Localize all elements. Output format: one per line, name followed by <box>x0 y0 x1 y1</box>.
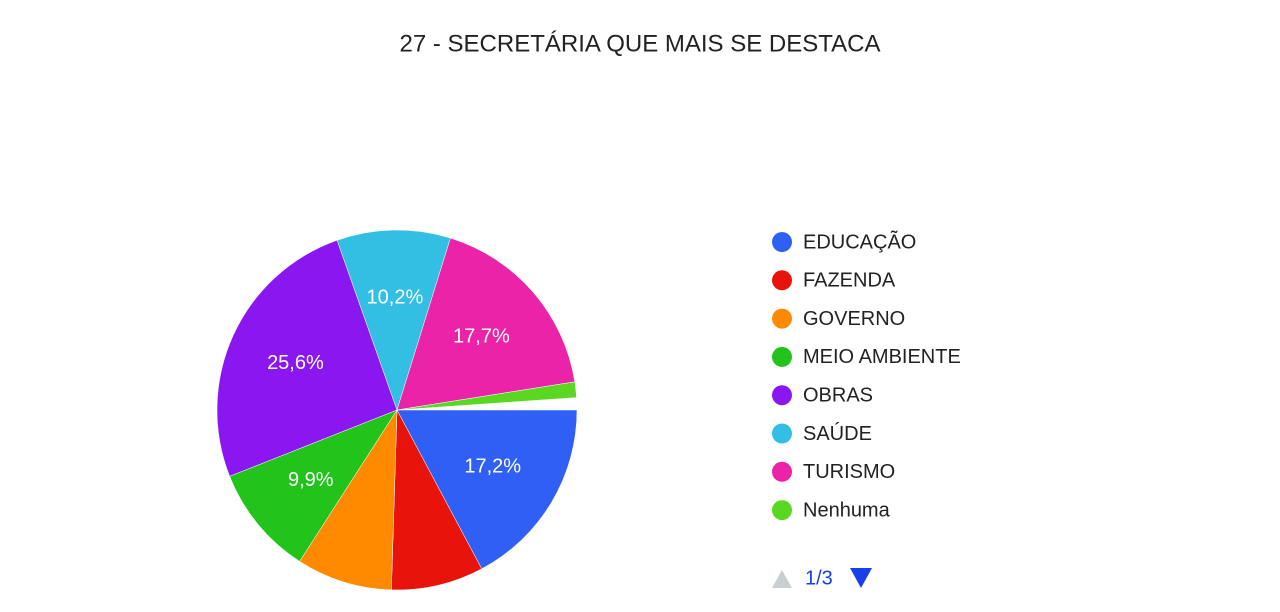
legend-marker <box>772 308 792 329</box>
legend-label: EDUCAÇÃO <box>803 229 916 253</box>
legend-marker <box>772 500 792 521</box>
legend-label: FAZENDA <box>803 270 896 292</box>
legend-marker <box>772 270 792 291</box>
pie-slice <box>216 239 398 477</box>
legend-marker <box>772 346 792 367</box>
pie-slice <box>299 409 398 591</box>
legend-page: 1/3 <box>805 567 833 589</box>
legend-marker <box>772 385 792 406</box>
legend-label: SAÚDE <box>803 422 872 445</box>
legend-label: MEIO AMBIENTE <box>803 346 961 368</box>
pie-slice <box>229 409 398 562</box>
slice-label: 17,7% <box>453 325 510 347</box>
pie-slice <box>336 229 451 411</box>
pie-slice <box>396 409 578 570</box>
chart-title: 27 - SECRETÁRIA QUE MAIS SE DESTACA <box>399 30 880 57</box>
legend-marker <box>772 232 792 252</box>
legend-next[interactable] <box>850 568 872 588</box>
legend-label: OBRAS <box>803 384 873 406</box>
legend-marker <box>772 423 792 444</box>
slice-label: 9,9% <box>288 469 334 491</box>
legend-prev[interactable] <box>772 570 792 588</box>
legend-label: TURISMO <box>803 461 895 483</box>
legend-label: GOVERNO <box>803 308 905 330</box>
pie-slice <box>396 381 577 411</box>
slice-label: 10,2% <box>367 287 424 309</box>
pie-slice <box>391 409 483 591</box>
slice-label: 25,6% <box>267 352 324 374</box>
pie-slice <box>396 237 576 411</box>
slice-label: 17,2% <box>464 456 521 478</box>
legend-label: Nenhuma <box>803 499 891 521</box>
legend-marker <box>772 461 792 482</box>
